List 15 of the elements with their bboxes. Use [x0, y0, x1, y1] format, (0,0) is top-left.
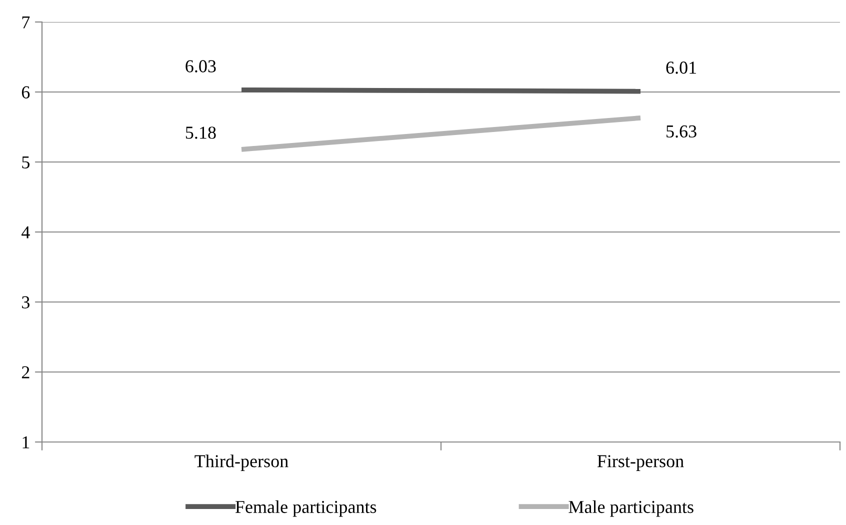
data-label: 6.03 [186, 60, 216, 72]
y-tick-label: 3 [22, 296, 30, 308]
data-label: 5.63 [666, 125, 696, 138]
data-label: 5.18 [186, 126, 216, 139]
y-tick-label: 1 [22, 436, 30, 448]
x-tick-label: First-person [597, 455, 684, 471]
y-tick-label: 5 [22, 156, 30, 168]
y-tick-label: 7 [22, 16, 30, 28]
legend-label: Male participants [568, 500, 694, 517]
legend-label: Female participants [235, 500, 376, 517]
x-tick-label: Third-person [194, 454, 288, 471]
y-tick-label: 6 [22, 86, 30, 98]
y-tick-label: 4 [22, 226, 30, 238]
data-label: 6.01 [666, 62, 696, 74]
y-tick-label: 2 [22, 366, 30, 378]
